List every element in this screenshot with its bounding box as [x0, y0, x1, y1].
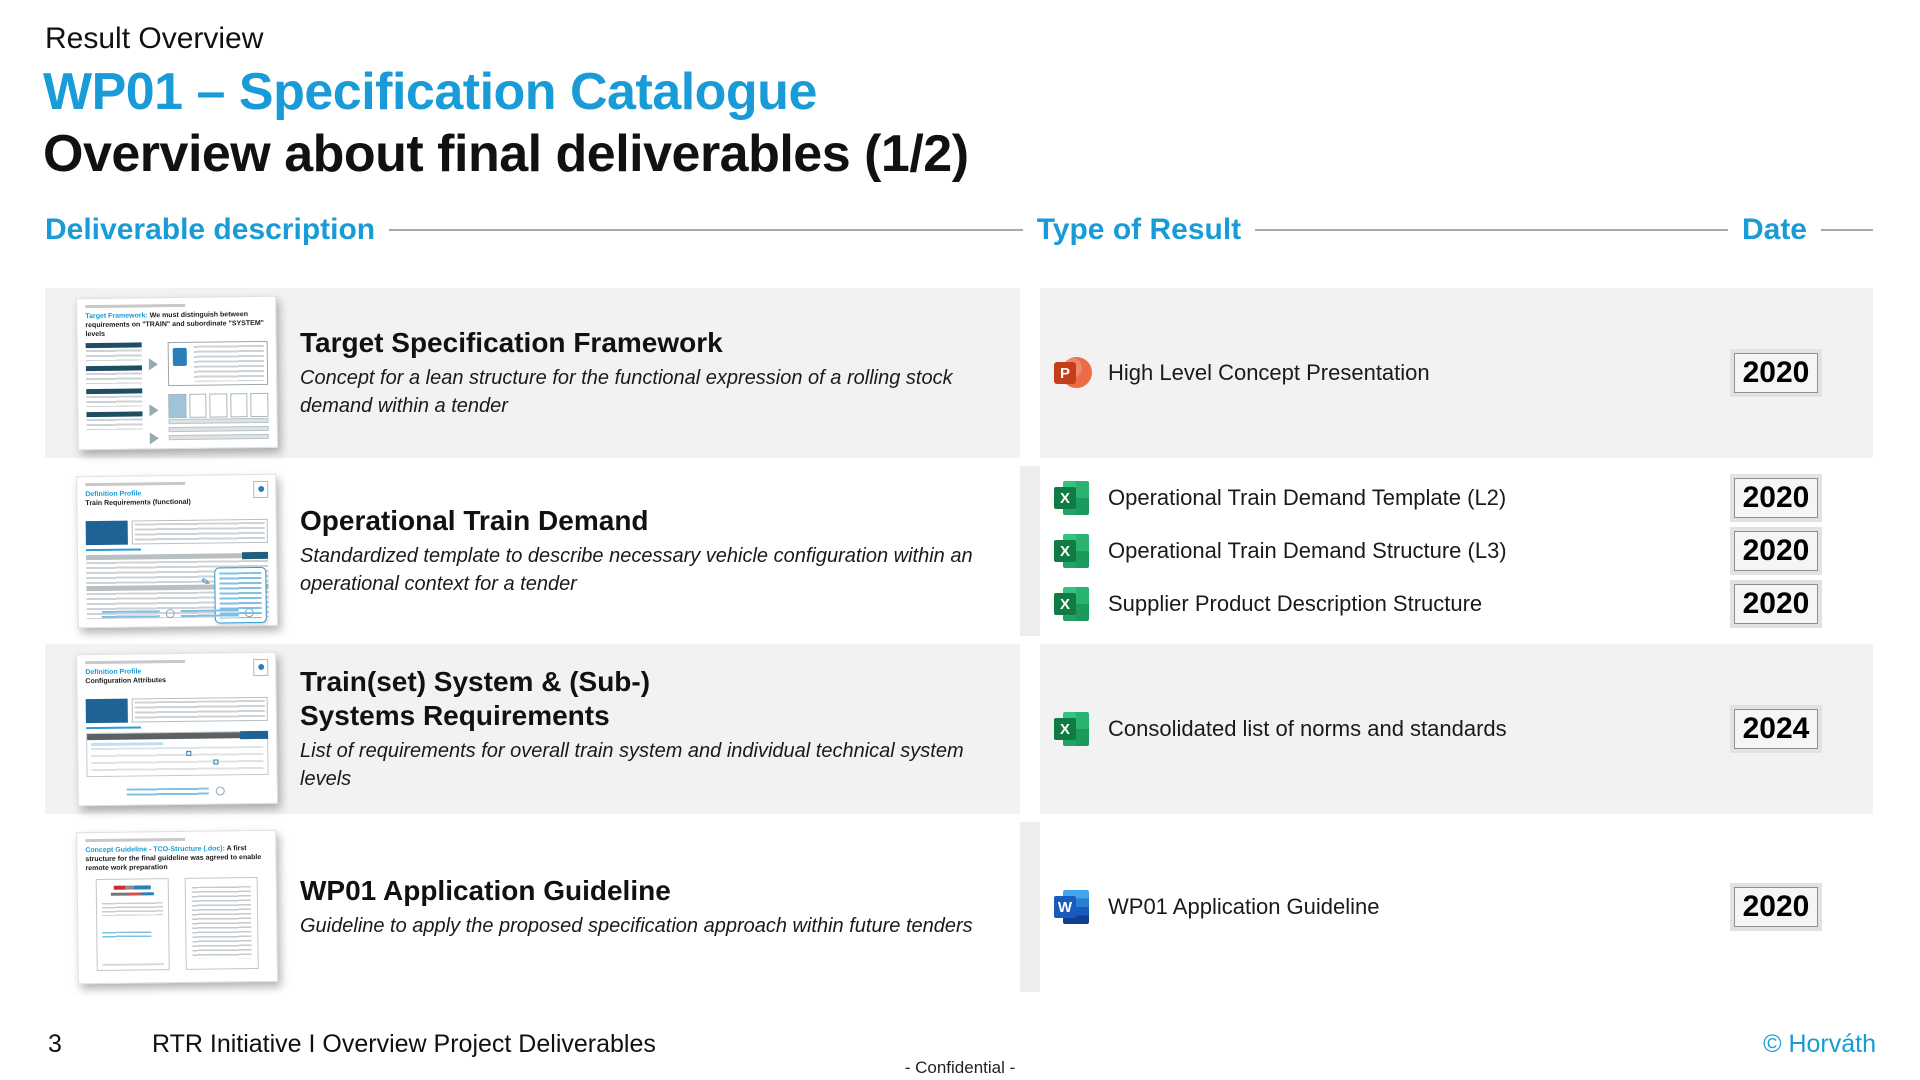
- result-list: X Consolidated list of norms and standar…: [1040, 644, 1873, 814]
- slide-thumbnail: Definition Profile Configuration Attribu…: [76, 651, 278, 807]
- deliverable-text-zone: Operational Train Demand Standardized te…: [300, 466, 1020, 636]
- deliverable-text-zone: Train(set) System & (Sub-) Systems Requi…: [300, 644, 1020, 814]
- result-label: High Level Concept Presentation: [1108, 360, 1430, 385]
- column-header-strip: Deliverable description Type of Result D…: [45, 210, 1873, 250]
- deliverable-description: Concept for a lean structure for the fun…: [300, 367, 953, 418]
- result-label: WP01 Application Guideline: [1108, 894, 1380, 919]
- slide-eyebrow: Result Overview: [45, 22, 264, 55]
- thumb-schematic: [85, 696, 269, 797]
- thumb-corner-icon: [253, 480, 269, 499]
- result-item: W WP01 Application Guideline 2020: [1054, 887, 1818, 927]
- deliverable-title: Target Specification Framework: [300, 326, 723, 358]
- excel-icon: X: [1054, 710, 1092, 748]
- divider-line: [389, 229, 1023, 231]
- thumbnail-zone: Definition Profile Configuration Attribu…: [45, 644, 300, 814]
- divider-line: [1255, 229, 1728, 231]
- slide-thumbnail: Target Framework: We must distinguish be…: [76, 295, 278, 451]
- result-item: P High Level Concept Presentation 2020: [1054, 353, 1818, 393]
- column-deliverable-description: Deliverable description: [45, 213, 376, 246]
- date-badge: 2020: [1734, 584, 1818, 624]
- column-separator: [1020, 288, 1040, 458]
- thumb-schematic: [85, 340, 269, 445]
- date-badge: 2020: [1734, 887, 1818, 927]
- result-list: X Operational Train Demand Template (L2)…: [1040, 466, 1873, 636]
- date-badge: 2020: [1734, 478, 1818, 518]
- divider-line: [1821, 229, 1873, 231]
- date-badge: 2020: [1734, 531, 1818, 571]
- deliverable-row: Definition Profile Train Requirements (f…: [45, 466, 1873, 636]
- thumb-heading-accent: Definition Profile: [85, 668, 142, 677]
- slide-subtitle: Overview about final deliverables (1/2): [43, 125, 969, 183]
- deliverable-title: WP01 Application Guideline: [300, 874, 671, 906]
- thumb-heading-accent: Target Framework:: [85, 312, 148, 321]
- deliverable-text-zone: Target Specification Framework Concept f…: [300, 288, 1020, 458]
- deliverable-description: Standardized template to describe necess…: [300, 545, 973, 596]
- thumb-header-line: [85, 303, 186, 309]
- column-type-of-result: Type of Result: [1036, 213, 1242, 246]
- excel-icon: X: [1054, 532, 1092, 570]
- thumb-corner-icon: [253, 658, 269, 677]
- result-label: Operational Train Demand Structure (L3): [1108, 538, 1507, 563]
- result-item: X Consolidated list of norms and standar…: [1054, 709, 1818, 749]
- thumb-header-line: [85, 659, 186, 665]
- excel-icon: X: [1054, 585, 1092, 623]
- result-item: X Operational Train Demand Structure (L3…: [1054, 531, 1818, 571]
- deliverable-description: List of requirements for overall train s…: [300, 740, 964, 791]
- result-label: Supplier Product Description Structure: [1108, 591, 1483, 616]
- deliverable-row: Concept Guideline - TCO-Structure (.doc)…: [45, 822, 1873, 992]
- column-separator: [1020, 644, 1040, 814]
- thumb-schematic: [86, 875, 269, 975]
- thumbnail-zone: Concept Guideline - TCO-Structure (.doc)…: [45, 822, 300, 992]
- deliverables-table: Target Framework: We must distinguish be…: [45, 288, 1873, 1000]
- result-item: X Operational Train Demand Template (L2)…: [1054, 478, 1818, 518]
- deliverable-description: Guideline to apply the proposed specific…: [300, 915, 973, 938]
- footer-confidential: - Confidential -: [904, 1058, 1016, 1077]
- thumbnail-zone: Definition Profile Train Requirements (f…: [45, 466, 300, 636]
- deliverable-title: Operational Train Demand: [300, 504, 649, 536]
- result-list: W WP01 Application Guideline 2020: [1040, 822, 1873, 992]
- footer-copyright: © Horváth: [1763, 1030, 1876, 1058]
- footer-project: RTR Initiative I Overview Project Delive…: [152, 1030, 656, 1058]
- result-label: Consolidated list of norms and standards: [1108, 716, 1507, 741]
- column-date: Date: [1741, 213, 1807, 246]
- thumb-heading: Definition Profile Configuration Attribu…: [85, 666, 267, 686]
- deliverable-row: Target Framework: We must distinguish be…: [45, 288, 1873, 458]
- thumb-header-line: [85, 481, 186, 487]
- thumb-schematic: ✎: [85, 518, 269, 624]
- thumb-heading-accent: Concept Guideline - TCO-Structure (.doc)…: [85, 845, 225, 855]
- slide-thumbnail: Definition Profile Train Requirements (f…: [76, 473, 278, 629]
- thumb-heading: Definition Profile Train Requirements (f…: [85, 488, 267, 508]
- word-icon: W: [1054, 888, 1092, 926]
- deliverable-title: Train(set) System & (Sub-) Systems Requi…: [300, 665, 651, 731]
- column-separator: [1020, 822, 1040, 992]
- thumb-heading-accent: Definition Profile: [85, 490, 142, 499]
- thumb-heading-rest: Configuration Attributes: [85, 677, 167, 686]
- thumb-heading-rest: Train Requirements (functional): [85, 498, 191, 508]
- thumb-header-line: [85, 837, 186, 843]
- thumb-heading: Concept Guideline - TCO-Structure (.doc)…: [85, 844, 267, 874]
- powerpoint-icon: P: [1054, 354, 1092, 392]
- date-badge: 2024: [1734, 709, 1818, 749]
- thumbnail-zone: Target Framework: We must distinguish be…: [45, 288, 300, 458]
- result-label: Operational Train Demand Template (L2): [1108, 485, 1507, 510]
- deliverable-text-zone: WP01 Application Guideline Guideline to …: [300, 822, 1020, 992]
- thumb-heading: Target Framework: We must distinguish be…: [85, 310, 267, 340]
- slide-thumbnail: Concept Guideline - TCO-Structure (.doc)…: [76, 829, 278, 985]
- result-list: P High Level Concept Presentation 2020: [1040, 288, 1873, 458]
- result-item: X Supplier Product Description Structure…: [1054, 584, 1818, 624]
- excel-icon: X: [1054, 479, 1092, 517]
- deliverable-row: Definition Profile Configuration Attribu…: [45, 644, 1873, 814]
- page-number: 3: [48, 1030, 62, 1058]
- date-badge: 2020: [1734, 353, 1818, 393]
- slide-title: WP01 – Specification Catalogue: [43, 63, 817, 121]
- column-separator: [1020, 466, 1040, 636]
